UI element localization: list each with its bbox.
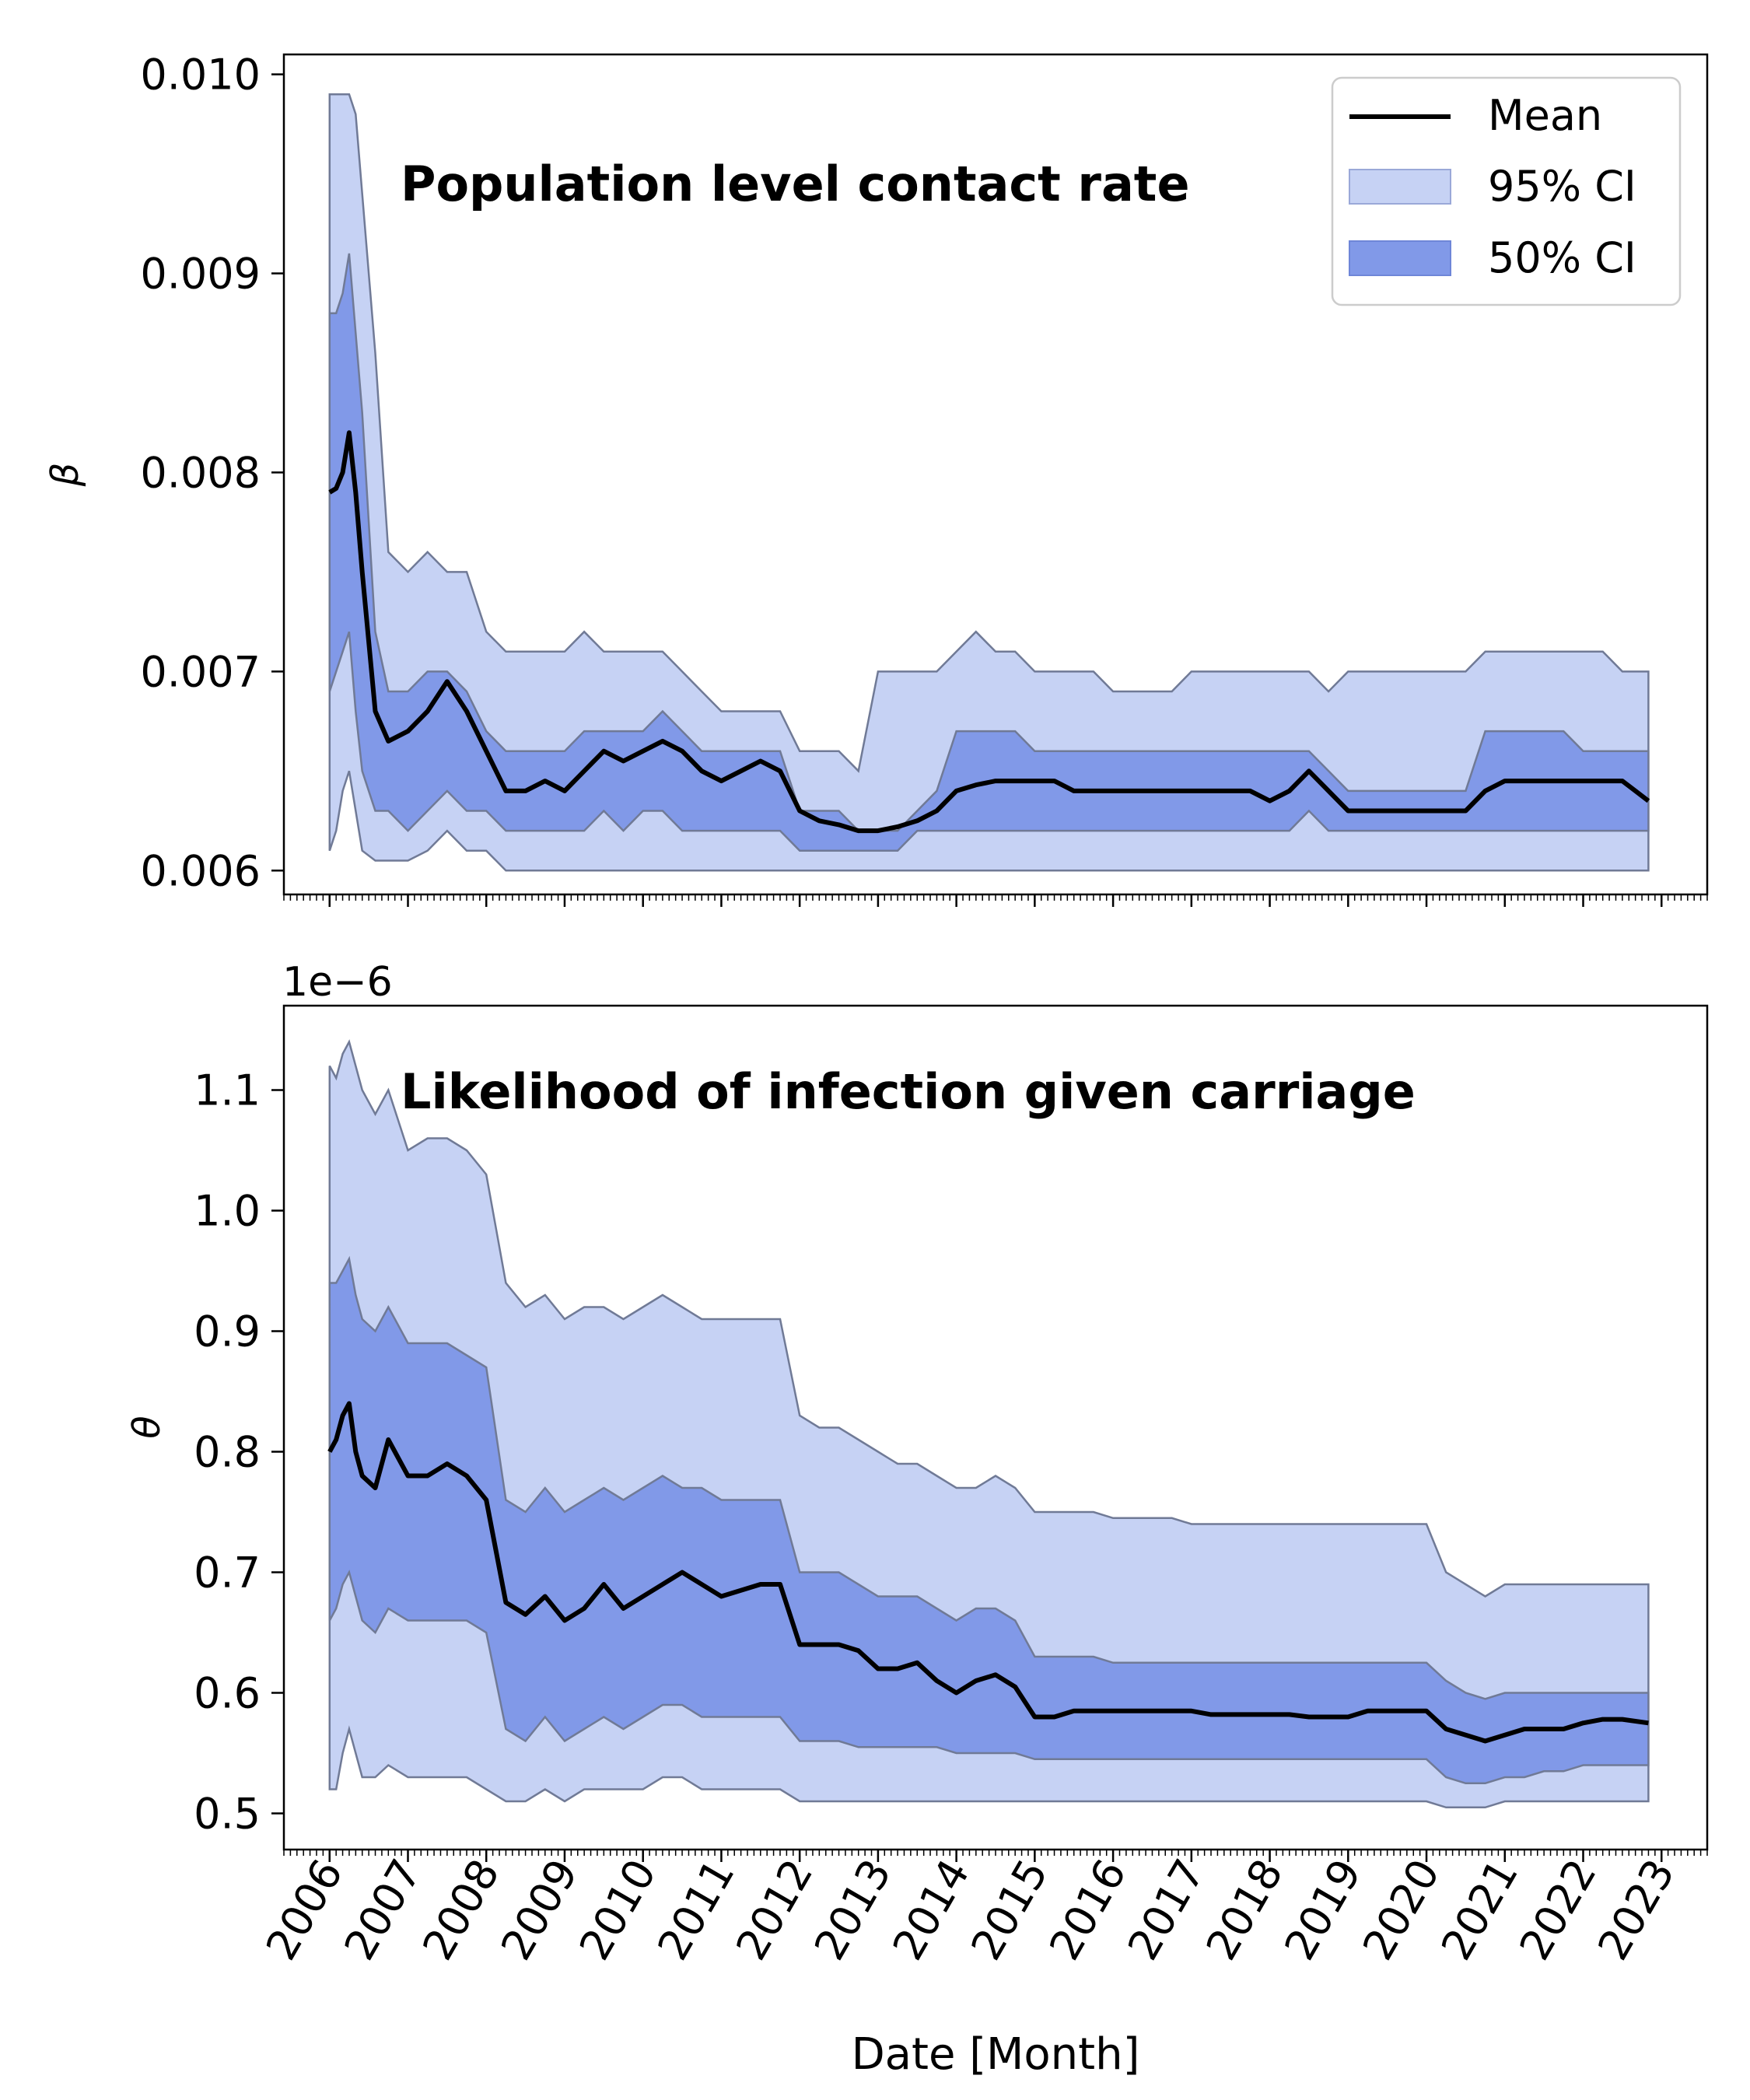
x-tick-label: 2015 bbox=[961, 1851, 1057, 1969]
contact-rate-ytick-label: 0.006 bbox=[140, 846, 261, 895]
x-tick-label: 2008 bbox=[413, 1851, 509, 1969]
x-tick-label: 2014 bbox=[884, 1851, 979, 1969]
contact-rate-bands bbox=[328, 93, 1650, 872]
infection-likelihood-ytick-label: 0.8 bbox=[194, 1428, 261, 1477]
x-tick-label: 2022 bbox=[1510, 1851, 1605, 1969]
infection-likelihood-ytick-label: 1.0 bbox=[194, 1187, 261, 1236]
x-tick-label: 2021 bbox=[1432, 1851, 1528, 1969]
infection-likelihood-offset-label: 1e−6 bbox=[282, 959, 393, 1006]
legend-mean-label: Mean bbox=[1488, 91, 1602, 140]
infection-likelihood-mean-line bbox=[327, 1401, 1649, 1744]
infection-likelihood-ytick-label: 0.7 bbox=[194, 1549, 261, 1598]
contact-rate-ylabel: β bbox=[44, 463, 87, 488]
infection-likelihood-bands bbox=[327, 1039, 1650, 1809]
infection-likelihood-ytick-label: 0.9 bbox=[194, 1307, 261, 1356]
contact-rate-ytick-label: 0.010 bbox=[140, 51, 261, 100]
x-tick-label: 2012 bbox=[726, 1851, 822, 1969]
contact-rate-ytick-label: 0.008 bbox=[140, 448, 261, 497]
infection-likelihood-ci50-band bbox=[328, 1255, 1650, 1785]
contact-rate-axis-ticks: 0.006 0.007 0.008 0.009 0.010 bbox=[140, 51, 1708, 907]
x-tick-label: 2010 bbox=[570, 1851, 666, 1969]
contact-rate-panel: 0.006 0.007 0.008 0.009 0.010 Population lev… bbox=[44, 51, 1709, 907]
legend: Mean 95% CI 50% CI bbox=[1331, 76, 1682, 306]
contact-rate-ci95-band bbox=[328, 93, 1650, 872]
contact-rate-ci50-band bbox=[328, 253, 1650, 852]
infection-likelihood-ylabel: θ bbox=[125, 1416, 169, 1438]
infection-likelihood-ytick-label: 0.5 bbox=[194, 1790, 261, 1839]
x-tick-label: 2023 bbox=[1588, 1851, 1684, 1969]
x-axis-label: Date [Month] bbox=[852, 2029, 1140, 2080]
infection-likelihood-ytick-label: 0.6 bbox=[194, 1669, 261, 1718]
contact-rate-ytick-label: 0.007 bbox=[140, 647, 261, 696]
x-tick-label: 2007 bbox=[334, 1851, 430, 1969]
infection-likelihood-axis-ticks: 0.5 0.6 0.7 0.8 0.9 1.0 1.1 bbox=[194, 1066, 1708, 1862]
legend-ci95-swatch bbox=[1349, 169, 1451, 205]
infection-likelihood-panel: 0.5 0.6 0.7 0.8 0.9 1.0 1.1 Likelihood of infe… bbox=[125, 959, 1709, 1862]
infection-likelihood-title: Likelihood of infection given carriage bbox=[401, 1063, 1416, 1120]
x-tick-label: 2018 bbox=[1197, 1851, 1293, 1969]
infection-likelihood-ytick-label: 1.1 bbox=[194, 1066, 261, 1115]
legend-ci50-swatch bbox=[1349, 240, 1451, 276]
contact-rate-mean-line bbox=[328, 430, 1650, 834]
x-tick-label: 2016 bbox=[1040, 1851, 1136, 1969]
x-tick-label: 2006 bbox=[257, 1851, 352, 1969]
infection-likelihood-axes-frame bbox=[282, 1004, 1709, 1851]
x-tick-label: 2009 bbox=[492, 1851, 587, 1969]
legend-ci50-label: 50% CI bbox=[1488, 233, 1636, 282]
x-tick-label: 2019 bbox=[1275, 1851, 1370, 1969]
contact-rate-title: Population level contact rate bbox=[401, 156, 1190, 212]
x-tick-label: 2013 bbox=[805, 1851, 901, 1969]
x-tick-label: 2020 bbox=[1353, 1851, 1449, 1969]
x-tick-label: 2011 bbox=[648, 1851, 744, 1969]
legend-ci95-label: 95% CI bbox=[1488, 162, 1636, 211]
x-tick-labels: 2006200720082009201020112012201320142015… bbox=[257, 1851, 1685, 1969]
x-tick-label: 2017 bbox=[1118, 1851, 1214, 1969]
contact-rate-ytick-label: 0.009 bbox=[140, 250, 261, 299]
contact-rate-axes-frame bbox=[282, 53, 1709, 896]
